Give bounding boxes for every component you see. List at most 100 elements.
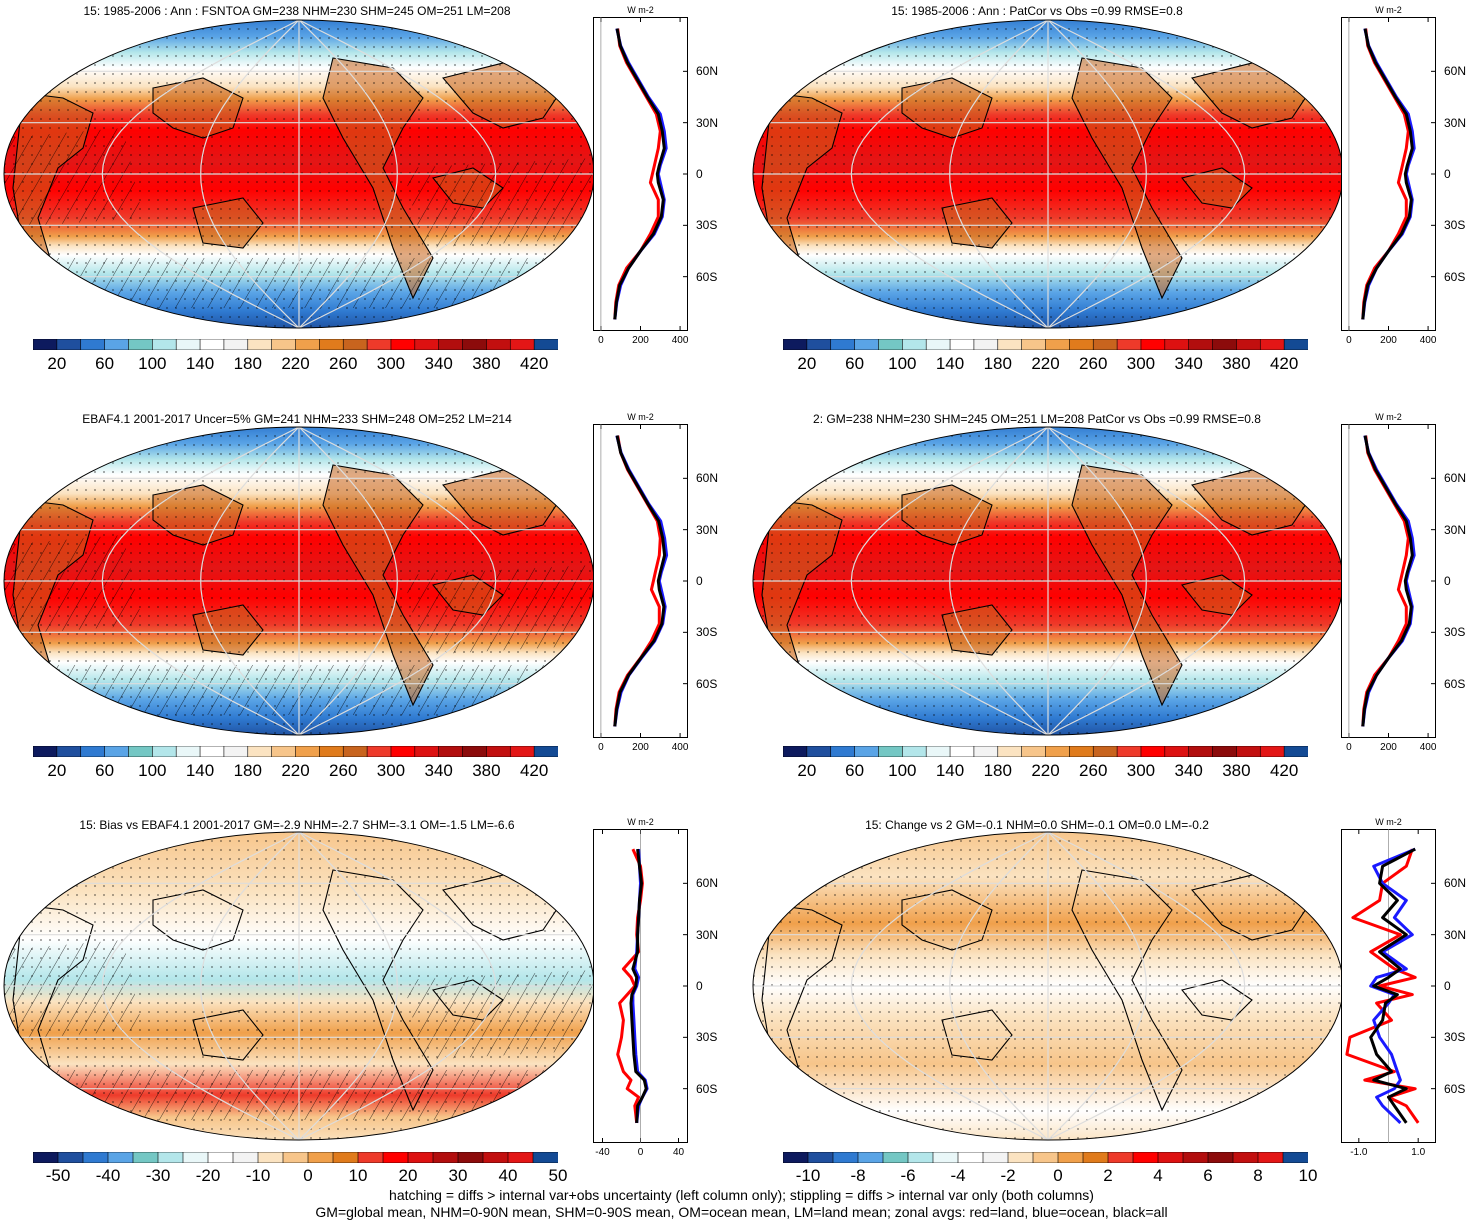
colorbar-swatch [1092,746,1118,757]
zonal-all-line [613,28,666,320]
colorbar-tick-label: 100 [888,761,917,780]
colorbar-swatch [925,339,951,350]
colorbar-tick-label: 420 [1269,761,1299,780]
colorbar-swatch [783,1152,809,1163]
zonal-x-label: 0 [1346,742,1352,753]
zonal-mean-plot [1341,829,1436,1143]
colorbar-swatch [56,339,82,350]
longitude-line [298,20,497,328]
colorbar-swatch [282,1152,309,1163]
colorbar-swatch [390,746,416,757]
colorbar-swatch [223,746,249,757]
colorbar-swatch [175,339,201,350]
colorbar-swatch [949,339,975,350]
colorbar-swatch [319,339,344,350]
zonal-lat-label: 0 [696,979,703,993]
world-map [752,426,1344,736]
colorbar-swatch [332,1152,359,1163]
zonal-unit-label: W m-2 [627,412,654,422]
zonal-unit-label: W m-2 [627,5,654,15]
zonal-all-line [1361,435,1414,727]
colorbar-swatch [783,339,808,350]
colorbar-swatch [432,1152,459,1163]
hatching [4,128,594,308]
zonal-lat-label: 60N [1444,64,1467,79]
graticule [4,427,594,735]
zonal-x-label: 200 [632,335,649,346]
colorbar-swatch [1188,339,1214,350]
longitude-line [850,20,1049,328]
world-map [3,831,595,1141]
zonal-frame [1341,17,1436,331]
colorbar-tick-label: 380 [472,761,501,780]
colorbar-swatch [1140,339,1166,350]
colorbar-tick-label: 140 [185,354,215,373]
colorbar-tick-label: 4 [1153,1166,1163,1185]
colorbar [783,1152,1308,1163]
colorbar-tick-label: 300 [376,761,406,780]
colorbar-swatch [82,1152,109,1163]
colorbar-tick-label: 20 [47,354,67,373]
colorbar-swatch [1045,746,1071,757]
colorbar-swatch [832,1152,859,1163]
longitude-line [101,832,300,1140]
zonal-lat-label: 60S [1444,676,1466,691]
colorbar-swatch [232,1152,259,1163]
longitude-line [298,427,398,735]
colorbar-swatch [1188,746,1214,757]
colorbar [33,746,558,757]
colorbar-swatch [830,339,856,350]
zonal-lat-label: 30N [1444,522,1467,537]
zonal-lat-label: 30N [1444,115,1467,130]
zonal-mean-plot [593,424,688,738]
colorbar-swatch [366,746,392,757]
zonal-lat-label: 30N [696,927,719,942]
longitude-line [200,427,300,735]
colorbar-tick-label: 340 [424,761,453,780]
zonal-all-line [629,848,648,1123]
zonal-x-label: -1.0 [1350,1147,1368,1158]
zonal-lat-label: 30S [696,1030,718,1045]
colorbar-swatch [982,1152,1009,1163]
colorbar-swatch [107,1152,134,1163]
zonal-x-label: 400 [671,742,689,753]
world-map [752,19,1344,329]
zonal-lat-label: 60N [1444,471,1467,486]
colorbar-swatch [902,746,927,757]
colorbar-tick-label: 300 [1126,354,1156,373]
panel-title: EBAF4.1 2001-2017 Uncer=5% GM=241 NHM=23… [82,412,512,426]
colorbar-swatch [806,339,832,350]
colorbar-tick-label: 60 [845,761,865,780]
colorbar-tick-label: 0 [303,1166,313,1185]
colorbar-swatch [1283,339,1308,350]
colorbar-swatch [247,746,273,757]
colorbar-swatch [1032,1152,1059,1163]
zonal-lat-label: 60N [1444,876,1467,891]
colorbar-swatch [247,339,273,350]
zonal-lat-label: 30S [1444,625,1466,640]
footer-note-means: GM=global mean, NHM=0-90N mean, SHM=0-90… [315,1204,1168,1220]
colorbar-tick-label: 380 [1222,354,1251,373]
longitude-line [298,832,398,1140]
colorbar-swatch [1212,339,1238,350]
zonal-all-line [1361,28,1414,320]
zonal-x-label: 1.0 [1411,1147,1426,1158]
longitude-line [298,427,497,735]
graticule [753,20,1343,328]
colorbar-swatch [532,1152,558,1163]
colorbar-swatch [533,746,558,757]
colorbar-tick-label: 380 [472,354,501,373]
colorbar-swatch [438,339,464,350]
colorbar-swatch [857,1152,884,1163]
panel-title: 15: 1985-2006 : Ann : PatCor vs Obs =0.9… [891,4,1183,18]
colorbar-tick-label: -4 [950,1166,966,1185]
colorbar-swatch [973,746,999,757]
colorbar-swatch [1021,746,1047,757]
colorbar-tick-label: 60 [845,354,865,373]
colorbar-swatch [1164,746,1190,757]
colorbar-tick-label: 140 [185,761,215,780]
colorbar-swatch [1283,746,1308,757]
colorbar-swatch [1157,1152,1184,1163]
colorbar-swatch [1257,1152,1284,1163]
colorbar-swatch [482,1152,509,1163]
